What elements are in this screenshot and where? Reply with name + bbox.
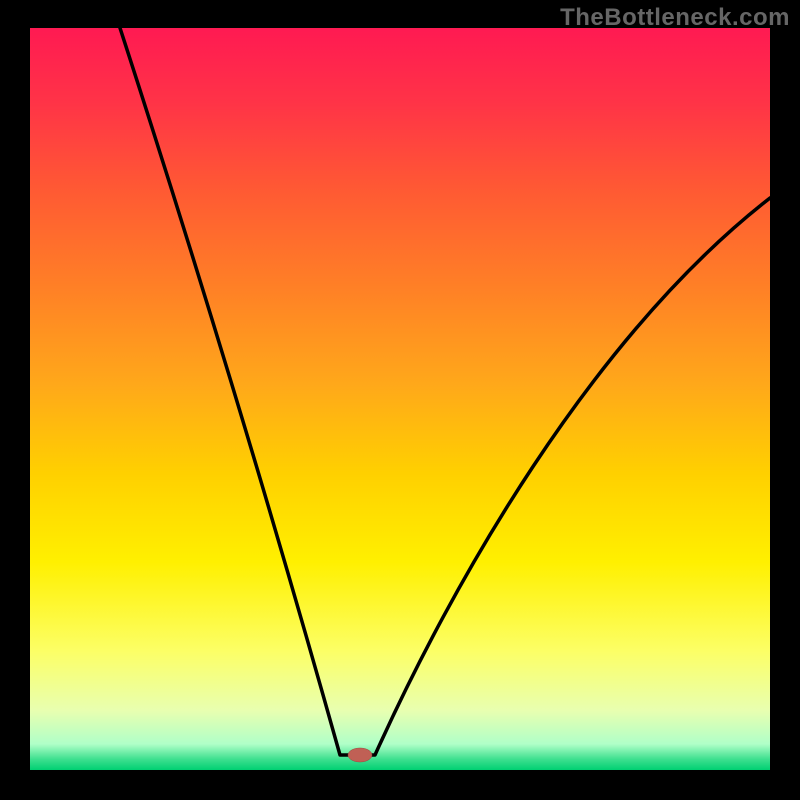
plot-area (30, 28, 770, 770)
watermark-text: TheBottleneck.com (560, 4, 790, 32)
gradient-background (30, 28, 770, 770)
chart-container: TheBottleneck.com (0, 0, 800, 800)
optimum-marker (348, 748, 372, 762)
plot-svg (30, 28, 770, 770)
